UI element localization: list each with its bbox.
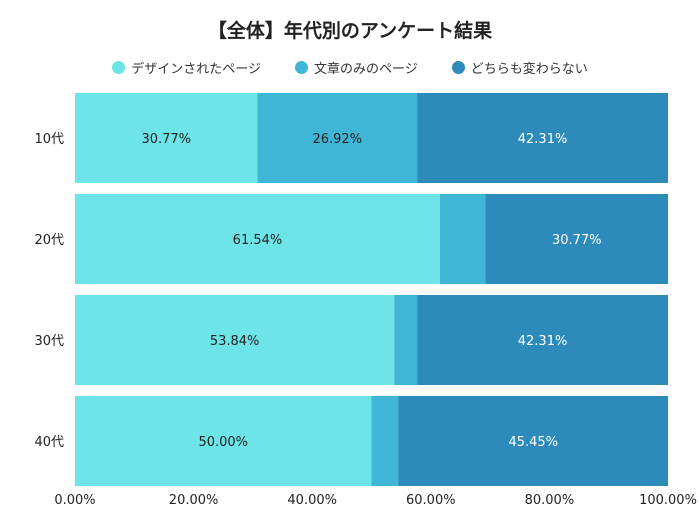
data-label: 30.77% xyxy=(141,132,191,147)
data-label: 50.00% xyxy=(198,435,248,450)
legend: デザインされたページ 文章のみのページ どちらも変わらない xyxy=(0,58,700,77)
bar-segment xyxy=(439,194,486,284)
bar-segment xyxy=(417,93,668,183)
x-tick-label: 20.00% xyxy=(169,493,219,508)
bar-segment xyxy=(417,295,668,385)
data-label: 45.45% xyxy=(508,435,558,450)
chart-title: 【全体】年代別のアンケート結果 xyxy=(207,20,493,42)
data-label: 26.92% xyxy=(312,132,362,147)
bar-segment xyxy=(398,396,668,486)
category-label: 30代 xyxy=(34,334,64,349)
x-tick-label: 80.00% xyxy=(525,493,575,508)
bar-segment xyxy=(371,396,399,486)
bar-segment xyxy=(75,295,395,385)
category-label: 20代 xyxy=(34,233,64,248)
x-tick-label: 0.00% xyxy=(54,493,95,508)
data-label: 30.77% xyxy=(552,233,602,248)
legend-swatch xyxy=(294,61,308,74)
bar-segment xyxy=(257,93,418,183)
legend-swatch xyxy=(451,61,465,74)
legend-item: デザインされたページ xyxy=(112,58,261,77)
data-label: 53.84% xyxy=(210,334,260,349)
legend-item: どちらも変わらない xyxy=(451,58,588,77)
data-label: 42.31% xyxy=(518,334,568,349)
bar-segment xyxy=(75,93,258,183)
x-tick-label: 100.00% xyxy=(639,493,697,508)
x-tick-label: 40.00% xyxy=(287,493,337,508)
category-label: 40代 xyxy=(34,435,64,450)
legend-label: どちらも変わらない xyxy=(470,62,588,77)
bar-segment xyxy=(394,295,418,385)
legend-swatch xyxy=(112,61,126,74)
x-tick-label: 60.00% xyxy=(406,493,456,508)
legend-label: デザインされたページ xyxy=(131,62,261,77)
legend-item: 文章のみのページ xyxy=(294,58,418,77)
data-label: 42.31% xyxy=(518,132,568,147)
legend-label: 文章のみのページ xyxy=(313,62,418,77)
bar-segment xyxy=(75,194,440,284)
category-label: 10代 xyxy=(34,132,64,147)
bar-segment xyxy=(75,396,372,486)
bar-segment xyxy=(485,194,668,284)
data-label: 61.54% xyxy=(233,233,283,248)
